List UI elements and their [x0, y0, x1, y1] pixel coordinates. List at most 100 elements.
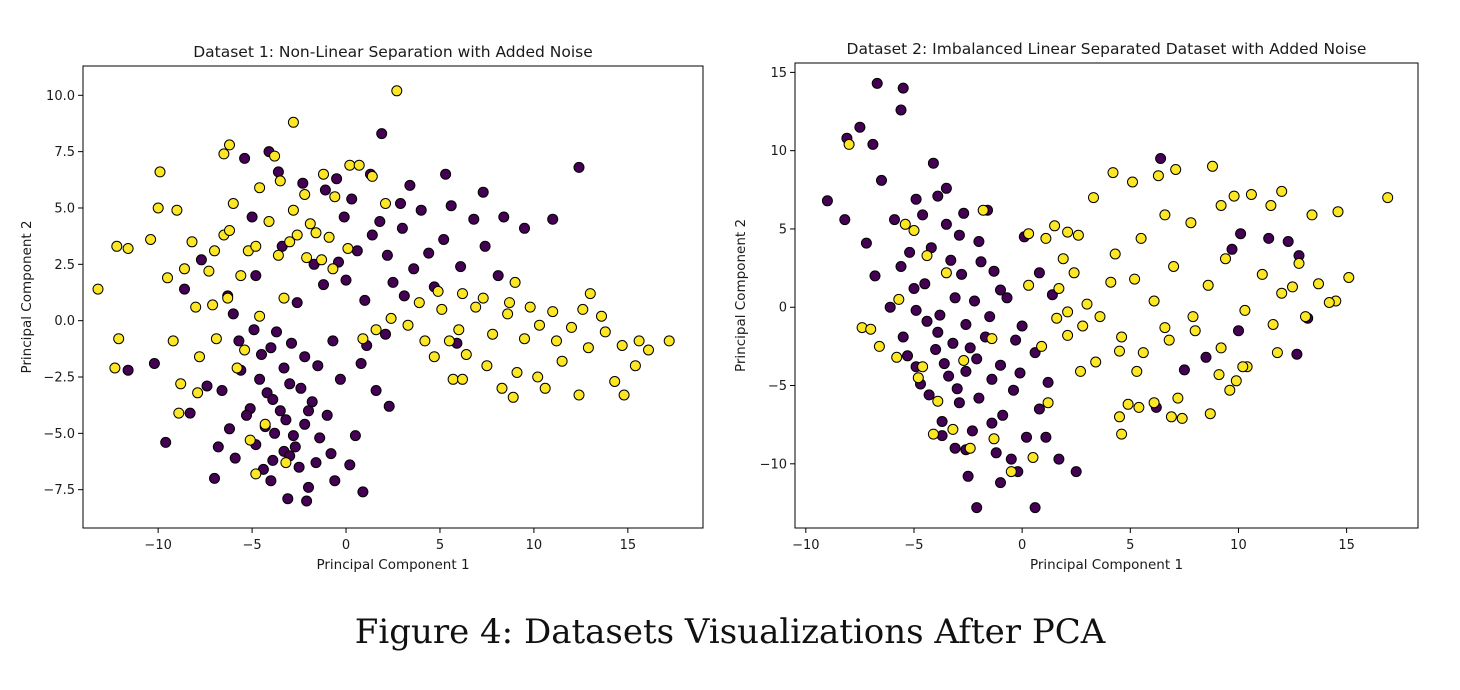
scatter-point-class-0 [415, 204, 427, 216]
scatter-point-class-1 [1042, 397, 1054, 409]
scatter-point-class-0 [256, 349, 267, 360]
scatter-point-class-0 [938, 358, 950, 370]
y-tick-label: 0 [779, 301, 787, 316]
scatter-point-class-1 [287, 116, 299, 128]
scatter-point-class-1 [917, 361, 929, 373]
scatter-point-class-1 [511, 367, 523, 378]
scatter-point-class-1 [250, 240, 262, 252]
scatter-point-class-1 [1220, 253, 1231, 265]
scatter-point-class-0 [325, 448, 337, 460]
scatter-point-class-1 [1040, 232, 1052, 244]
scatter-point-class-1 [254, 310, 266, 322]
x-tick-label: 0 [342, 538, 350, 553]
scatter-point-class-0 [440, 168, 452, 180]
scatter-point-class-0 [871, 77, 883, 89]
scatter-point-class-0 [945, 254, 957, 266]
scatter-point-class-1 [329, 191, 341, 203]
scatter-point-class-0 [1070, 466, 1082, 478]
scatter-point-class-0 [229, 452, 241, 464]
scatter-point-class-1 [1300, 311, 1311, 323]
scatter-point-class-1 [274, 175, 286, 187]
scatter-point-class-1 [573, 389, 585, 401]
scatter-point-class-0 [312, 360, 324, 372]
scatter-point-class-1 [1127, 176, 1138, 188]
scatter-point-class-0 [310, 457, 322, 469]
scatter-point-class-0 [889, 214, 900, 226]
scatter-points [92, 85, 675, 507]
scatter-point-class-1 [891, 351, 903, 363]
scatter-point-class-1 [413, 297, 425, 309]
scatter-point-class-1 [1062, 226, 1074, 238]
x-tick-label: −10 [144, 538, 171, 553]
scatter-point-class-1 [280, 457, 292, 469]
scatter-point-class-1 [582, 342, 594, 354]
scatter-point-class-1 [921, 250, 933, 262]
scatter-point-class-0 [867, 138, 879, 150]
scatter-point-class-0 [184, 407, 196, 419]
scatter-point-class-0 [122, 364, 134, 376]
x-tick-label: 10 [526, 538, 543, 553]
scatter-point-class-1 [457, 373, 468, 385]
scatter-point-class-1 [224, 139, 235, 151]
scatter-point-class-1 [504, 297, 515, 309]
scatter-point-class-0 [395, 198, 406, 209]
scatter-point-class-0 [917, 209, 929, 221]
scatter-point-class-1 [865, 323, 877, 335]
scatter-point-class-1 [1313, 278, 1324, 290]
scatter-point-class-1 [1276, 185, 1288, 197]
scatter-point-class-1 [284, 236, 296, 248]
scatter-point-class-0 [319, 184, 331, 196]
scatter-point-class-1 [1185, 217, 1197, 229]
scatter-point-class-1 [209, 245, 220, 257]
scatter-point-class-1 [988, 433, 1000, 445]
scatter-point-class-1 [977, 204, 989, 216]
scatter-point-class-0 [318, 279, 329, 291]
scatter-point-class-1 [1224, 384, 1236, 396]
scatter-point-class-0 [860, 237, 872, 249]
scatter-point-class-0 [971, 353, 983, 365]
scatter-point-class-1 [1005, 466, 1017, 478]
scatter-point-class-0 [179, 283, 190, 295]
scatter-point-class-0 [351, 245, 363, 257]
scatter-point-class-0 [1226, 243, 1238, 255]
scatter-point-class-0 [962, 470, 974, 482]
scatter-point-class-1 [259, 418, 271, 430]
scatter-point-class-0 [1005, 453, 1017, 465]
scatter-point-class-0 [1042, 376, 1054, 388]
scatter-point-class-1 [1049, 220, 1061, 232]
scatter-point-class-1 [173, 407, 185, 419]
scatter-point-class-0 [897, 82, 909, 94]
scatter-point-class-0 [904, 246, 916, 258]
scatter-point-class-1 [596, 310, 607, 322]
scatter-point-class-0 [267, 454, 279, 466]
scatter-point-class-0 [927, 157, 939, 169]
scatter-point-class-1 [366, 170, 378, 182]
scatter-point-class-1 [1116, 428, 1128, 440]
scatter-point-class-1 [507, 391, 519, 403]
x-tick-label: 10 [1230, 538, 1247, 553]
scatter-point-class-0 [479, 240, 491, 252]
scatter-point-class-1 [1215, 342, 1227, 354]
scatter-point-class-0 [423, 247, 435, 259]
scatter-point-class-0 [1021, 431, 1032, 443]
scatter-point-class-0 [943, 370, 955, 382]
scatter-point-class-0 [287, 430, 299, 442]
scatter-point-class-1 [92, 283, 104, 295]
scatter-point-class-1 [643, 344, 654, 356]
scatter-point-class-1 [1148, 397, 1160, 409]
scatter-point-class-1 [1187, 311, 1199, 323]
scatter-point-class-1 [1062, 306, 1074, 318]
scatter-point-class-1 [932, 395, 944, 407]
y-tick-label: 10 [770, 144, 787, 159]
chart-panel-2: −10 −5 0 5 10 15 −10 −5 0 5 10 15 Dataset 2: Imbalan… [733, 40, 1419, 573]
scatter-point-class-0 [293, 461, 305, 473]
scatter-point-class-0 [331, 173, 343, 185]
scatter-point-class-1 [299, 189, 311, 200]
scatter-point-class-1 [113, 333, 125, 345]
scatter-point-class-1 [1170, 164, 1182, 175]
scatter-point-class-0 [380, 328, 391, 340]
scatter-point-class-1 [1382, 192, 1394, 204]
y-tick-label: −5.0 [43, 427, 75, 442]
scatter-point-class-0 [160, 436, 172, 448]
scatter-point-class-0 [272, 166, 284, 178]
